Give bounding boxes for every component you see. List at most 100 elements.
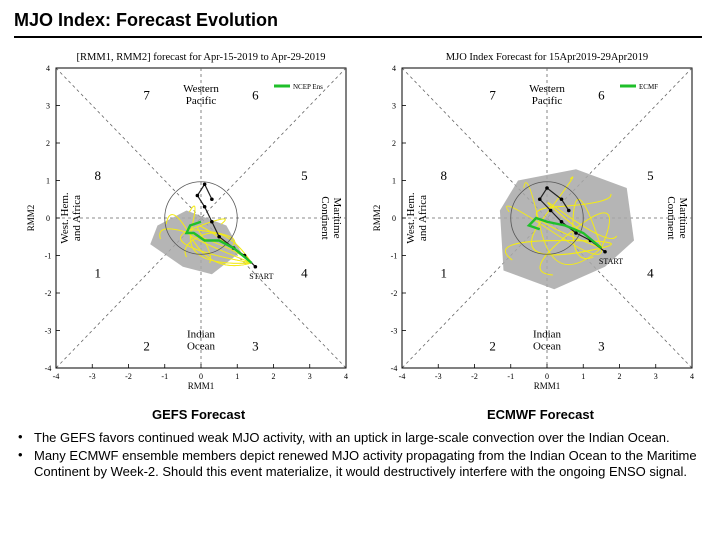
region-maritime-continent-line: Maritime xyxy=(677,198,689,239)
phase-label-5: 5 xyxy=(647,168,654,183)
region-indian-ocean-line: Ocean xyxy=(187,341,216,353)
region-indian-ocean-line: Indian xyxy=(187,329,216,341)
phase-label-6: 6 xyxy=(252,87,259,102)
ensemble-member-track xyxy=(547,202,617,249)
x-tick-label: 0 xyxy=(199,372,203,381)
observed-point xyxy=(202,204,207,209)
y-tick-label: 3 xyxy=(392,102,396,111)
bullet-ecmwf: Many ECMWF ensemble members depict renew… xyxy=(18,447,708,480)
ecmwf-phase-diagram: START -4 -3 -2 -1 0 1 2 3 4 -4 -3 -2 -1 0 1 2 3 4 RMM1 RMM2 M… xyxy=(362,44,708,396)
ensemble-member-track xyxy=(165,214,252,267)
region-west-hem-africa: West. Hem. and Africa xyxy=(405,192,429,244)
x-tick-label: -1 xyxy=(507,372,514,381)
start-label: START xyxy=(249,272,273,281)
ensemble-member-track xyxy=(186,229,252,264)
ensemble-mean-line xyxy=(526,216,603,249)
observed-point xyxy=(559,219,564,224)
start-label: START xyxy=(599,257,623,266)
x-axis-title: RMM1 xyxy=(188,381,215,391)
observed-point xyxy=(217,234,221,239)
x-tick-label: 1 xyxy=(235,372,239,381)
chart-title: [RMM1, RMM2] forecast for Apr-15-2019 to… xyxy=(77,52,326,63)
x-tick-label: -1 xyxy=(161,372,168,381)
title-rule xyxy=(14,36,702,38)
phase-label-3: 3 xyxy=(252,339,259,354)
gefs-chart-svg: START -4 -3 -2 -1 0 1 2 3 4 -4 -3 -2 -1 0 1 2 3 4 RMM1 RMM2 [… xyxy=(26,52,348,391)
x-tick-label: -2 xyxy=(125,372,132,381)
ensemble-member-track xyxy=(523,182,602,265)
y-tick-label: -1 xyxy=(45,252,52,261)
region-maritime-continent-line: Continent xyxy=(665,196,677,239)
legend-label: NCEP Ens xyxy=(293,83,323,91)
x-tick-label: 4 xyxy=(344,372,348,381)
y-tick-label: 4 xyxy=(46,64,50,73)
ensemble-spread xyxy=(150,210,241,275)
observed-point xyxy=(559,197,564,202)
observed-point xyxy=(537,197,542,202)
phase-label-2: 2 xyxy=(489,339,496,354)
region-western-pacific-line: Western xyxy=(183,83,219,95)
observed-point xyxy=(195,193,200,198)
y-tick-label: 2 xyxy=(392,139,396,148)
x-tick-label: 0 xyxy=(545,372,549,381)
phase-label-5: 5 xyxy=(301,168,308,183)
x-tick-label: 4 xyxy=(690,372,694,381)
x-tick-label: 1 xyxy=(581,372,585,381)
ensemble-member-track xyxy=(184,232,253,264)
ecmwf-caption: ECMWF Forecast xyxy=(487,407,594,422)
phase-label-7: 7 xyxy=(143,87,150,102)
x-axis-title: RMM1 xyxy=(534,381,561,391)
y-tick-label: -4 xyxy=(45,364,52,373)
region-west-hem-africa-line: and Africa xyxy=(417,195,429,241)
phase-label-1: 1 xyxy=(94,265,101,280)
phase-label-6: 6 xyxy=(598,87,605,102)
ensemble-member-track xyxy=(197,225,253,264)
page-title: MJO Index: Forecast Evolution xyxy=(14,10,279,30)
observed-point xyxy=(210,197,214,202)
y-tick-label: 4 xyxy=(392,64,396,73)
region-west-hem-africa-line: and Africa xyxy=(71,195,83,241)
phase-label-1: 1 xyxy=(440,265,447,280)
region-western-pacific-line: Pacific xyxy=(532,95,563,107)
phase-label-8: 8 xyxy=(94,168,101,183)
x-tick-label: -3 xyxy=(435,372,442,381)
phase-label-3: 3 xyxy=(598,339,605,354)
ecmwf-chart-svg: START -4 -3 -2 -1 0 1 2 3 4 -4 -3 -2 -1 0 1 2 3 4 RMM1 RMM2 M… xyxy=(372,52,694,391)
region-west-hem-africa-line: West. Hem. xyxy=(405,192,417,244)
gefs-caption: GEFS Forecast xyxy=(152,407,246,422)
observed-point xyxy=(253,264,258,269)
x-tick-label: -4 xyxy=(53,372,60,381)
phase-label-7: 7 xyxy=(489,87,496,102)
region-western-pacific-line: Western xyxy=(529,83,565,95)
y-tick-label: 0 xyxy=(392,214,396,223)
y-tick-label: 1 xyxy=(46,177,50,186)
x-tick-label: 2 xyxy=(618,372,622,381)
ensemble-member-track xyxy=(505,240,612,261)
bullet-gefs: The GEFS favors continued weak MJO activ… xyxy=(18,429,708,446)
y-tick-label: -1 xyxy=(391,252,398,261)
ensemble-mean-line xyxy=(184,220,253,264)
region-maritime-continent-line: Maritime xyxy=(331,198,343,239)
y-tick-label: -3 xyxy=(45,327,52,336)
chart-title: MJO Index Forecast for 15Apr2019-29Apr20… xyxy=(446,52,648,63)
x-tick-label: -2 xyxy=(471,372,478,381)
region-maritime-continent-line: Continent xyxy=(319,196,331,239)
gefs-phase-diagram: START -4 -3 -2 -1 0 1 2 3 4 -4 -3 -2 -1 0 1 2 3 4 RMM1 RMM2 [… xyxy=(16,44,362,396)
y-tick-label: 1 xyxy=(392,177,396,186)
y-tick-label: 3 xyxy=(46,102,50,111)
observed-point xyxy=(548,208,553,213)
y-axis-title: RMM2 xyxy=(26,205,36,232)
x-tick-label: 3 xyxy=(308,372,312,381)
y-tick-label: -3 xyxy=(391,327,398,336)
region-indian-ocean-line: Indian xyxy=(533,329,562,341)
phase-label-4: 4 xyxy=(301,265,308,280)
ensemble-member-track xyxy=(572,198,602,259)
unit-circle xyxy=(510,181,584,255)
unit-circle xyxy=(164,181,238,255)
phase-label-8: 8 xyxy=(440,168,447,183)
observed-point xyxy=(202,182,207,187)
